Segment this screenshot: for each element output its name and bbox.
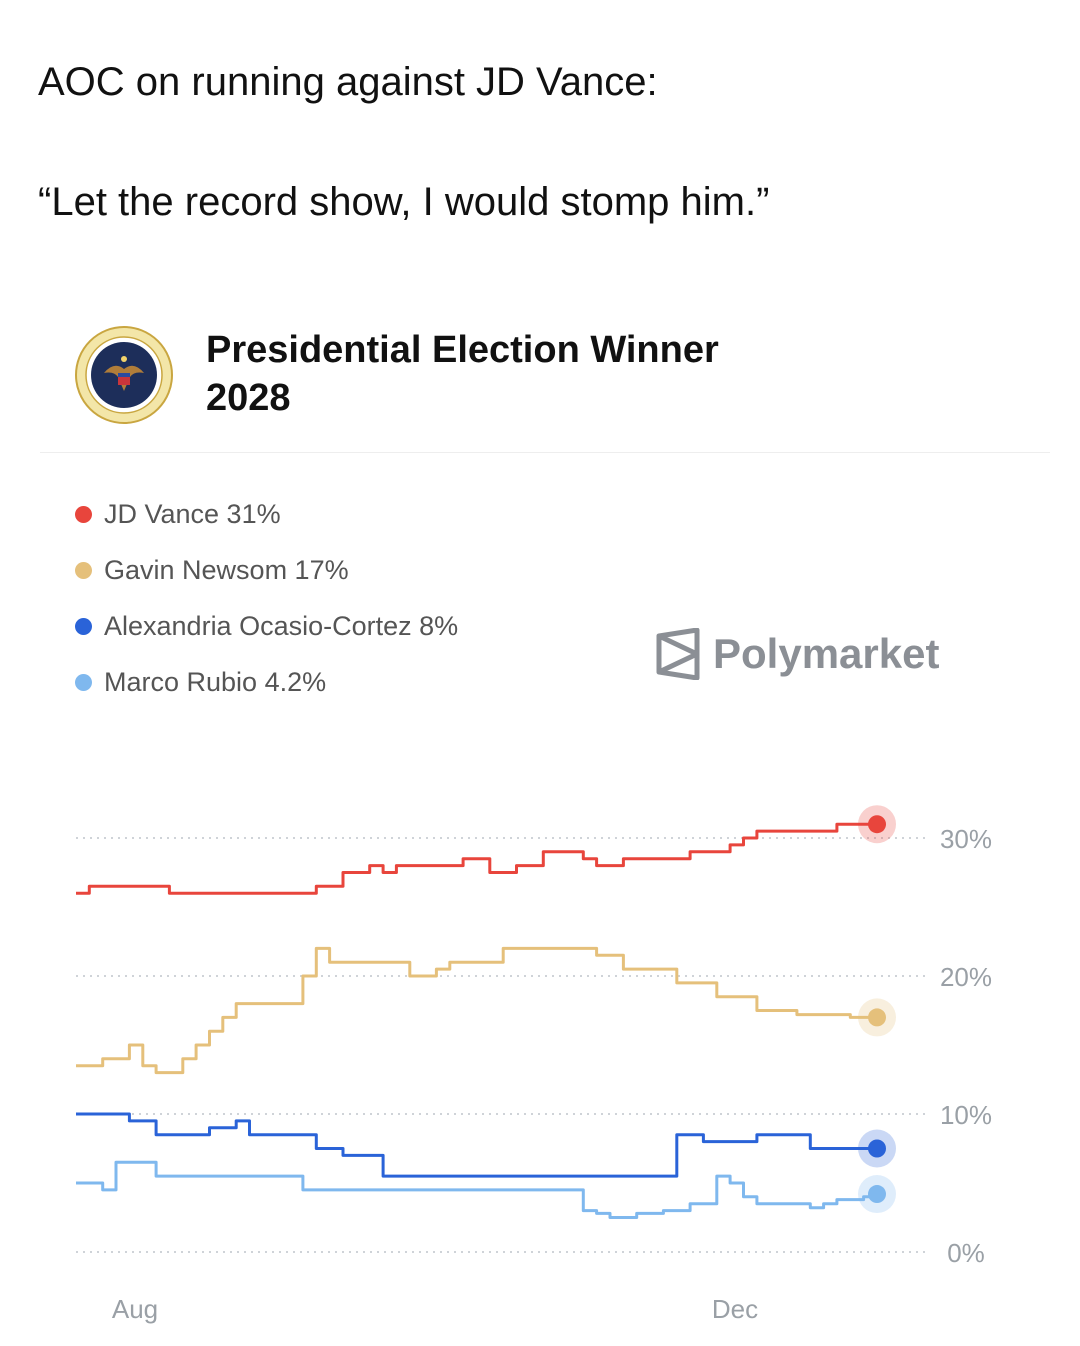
series-line — [76, 1112, 877, 1178]
legend-item: Alexandria Ocasio-Cortez 8% — [75, 598, 458, 654]
legend-item: Marco Rubio 4.2% — [75, 654, 458, 710]
legend-label: Alexandria Ocasio-Cortez 8% — [104, 610, 459, 641]
y-tick-label: 0% — [947, 1238, 985, 1268]
post-text-line-1: AOC on running against JD Vance: — [38, 60, 658, 104]
y-tick-label: 10% — [940, 1100, 992, 1130]
x-tick-label: Dec — [712, 1294, 758, 1324]
polymarket-logo-icon — [656, 628, 700, 680]
series-line — [76, 946, 877, 1075]
legend-dot — [75, 505, 92, 523]
legend-dot — [75, 673, 92, 691]
y-tick-label: 20% — [940, 962, 992, 992]
x-tick-label: Aug — [112, 1294, 158, 1324]
card-title-line-1: Presidential Election Winner — [206, 329, 719, 371]
legend-item: JD Vance 31% — [75, 486, 458, 542]
chart-legend: JD Vance 31% Gavin Newsom 17% Alexandria O… — [75, 486, 458, 710]
series-end-marker — [868, 815, 886, 834]
card-title-line-2: 2028 — [206, 377, 291, 419]
legend-dot — [75, 561, 92, 579]
card-divider — [40, 452, 1050, 453]
series-line — [76, 1160, 879, 1219]
post-text-line-2: “Let the record show, I would stomp him.… — [38, 180, 770, 224]
legend-item: Gavin Newsom 17% — [75, 542, 458, 598]
legend-dot — [75, 617, 92, 635]
polymarket-wordmark: Polymarket — [713, 630, 940, 677]
legend-label: Marco Rubio 4.2% — [104, 666, 327, 697]
card-title: Presidential Election Winner 2028 — [206, 326, 719, 422]
y-tick-label: 30% — [940, 824, 992, 854]
legend-label: JD Vance 31% — [104, 498, 281, 529]
series-end-marker — [868, 1139, 886, 1158]
polymarket-brand: Polymarket — [655, 628, 939, 680]
presidential-seal-icon — [75, 326, 173, 424]
series-line — [76, 822, 877, 895]
series-end-marker — [868, 1185, 886, 1204]
legend-label: Gavin Newsom 17% — [104, 554, 349, 585]
series-end-marker — [868, 1008, 886, 1027]
